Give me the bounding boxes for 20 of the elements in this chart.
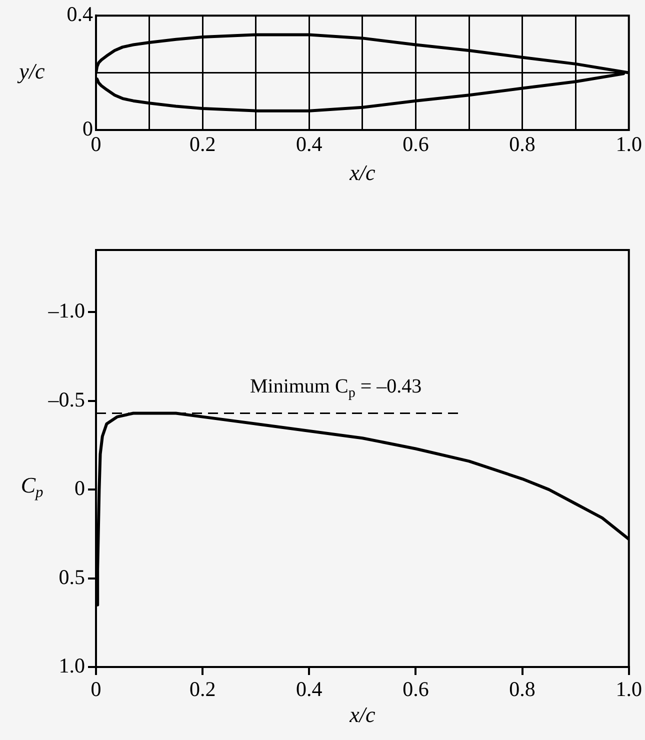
x-tick-label: 0.2 xyxy=(189,677,216,702)
x-tick-label: 0.6 xyxy=(402,132,429,156)
x-tick-label: 1.0 xyxy=(616,132,642,156)
y-tick-label: 0 xyxy=(74,476,85,500)
x-tick-label: 1.0 xyxy=(616,677,642,702)
x-tick-label: 0.4 xyxy=(296,132,323,156)
y-tick-label: 1.0 xyxy=(58,654,85,678)
x-axis-title: x/c xyxy=(348,702,376,727)
y-tick-label: 0 xyxy=(82,116,93,141)
x-tick-label: 0.4 xyxy=(296,677,323,702)
y-tick-label: 0.5 xyxy=(58,564,85,589)
x-tick-label: 0.8 xyxy=(509,677,536,702)
x-axis-title: x/c xyxy=(348,160,376,185)
x-tick-label: 0.6 xyxy=(402,677,429,702)
y-tick-label: –0.5 xyxy=(47,387,85,412)
y-tick-label: 0.4 xyxy=(66,2,94,26)
y-tick-label: –1.0 xyxy=(47,298,85,323)
x-tick-label: 0.2 xyxy=(189,132,216,156)
x-tick-label: 0.8 xyxy=(509,132,536,156)
y-axis-title: y/c xyxy=(17,58,46,84)
